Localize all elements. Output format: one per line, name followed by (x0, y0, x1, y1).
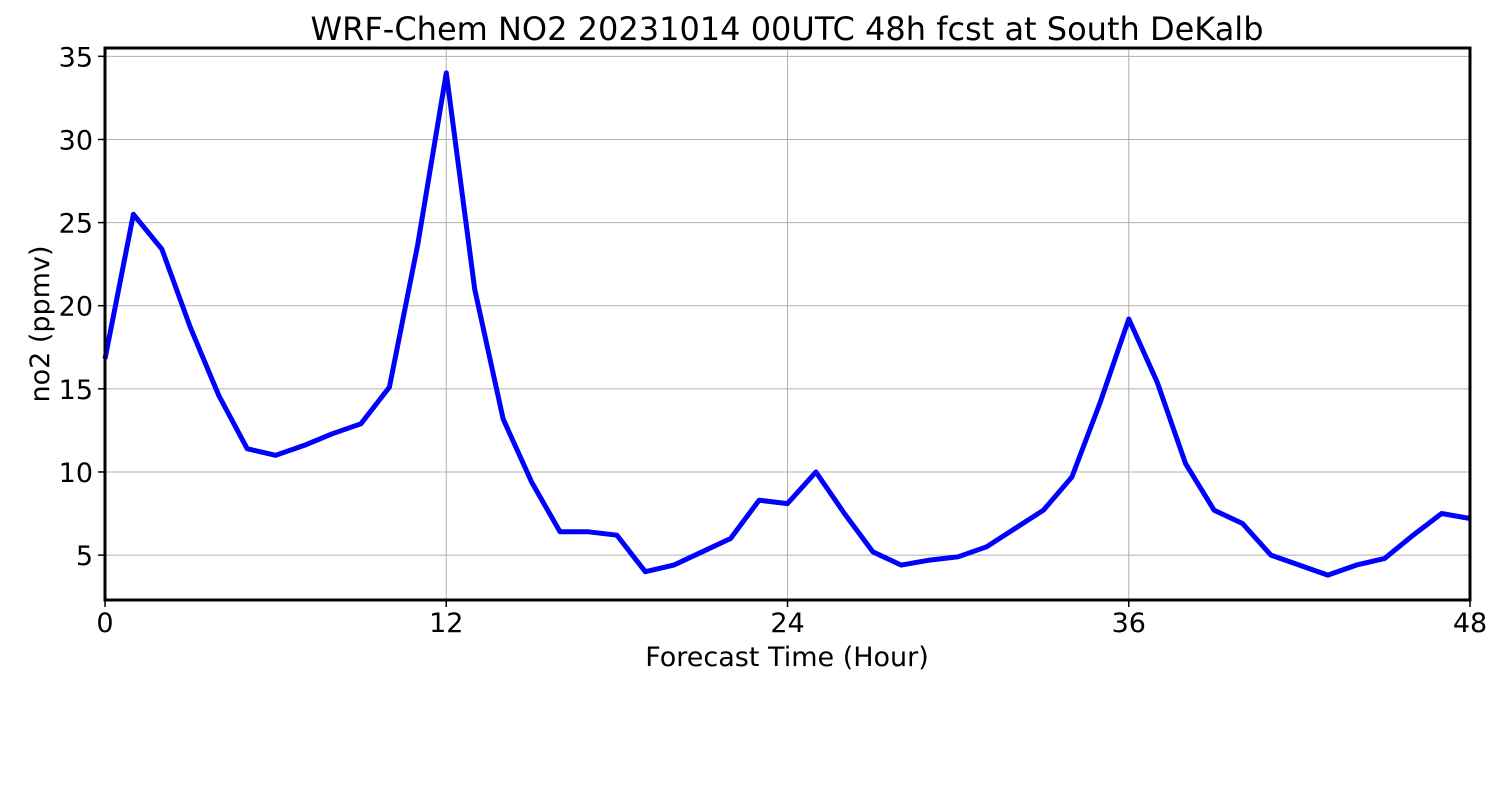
grid (104, 48, 1471, 600)
y-tick-label: 35 (59, 42, 93, 73)
x-tick-label: 48 (1453, 608, 1487, 639)
x-tick-label: 12 (429, 608, 463, 639)
y-tick-label: 15 (59, 375, 93, 406)
y-tick-label: 25 (59, 209, 93, 240)
y-tick-label: 5 (76, 541, 93, 572)
y-tick-label: 30 (59, 125, 93, 156)
chart-title: WRF-Chem NO2 20231014 00UTC 48h fcst at … (311, 10, 1264, 48)
x-tick-label: 36 (1112, 608, 1146, 639)
x-axis-label: Forecast Time (Hour) (645, 642, 929, 673)
series-layer (102, 70, 1471, 578)
y-tick-label: 10 (59, 458, 93, 489)
series-line-no2 (102, 70, 1471, 578)
y-axis: 5 10 15 20 25 30 35 (59, 42, 105, 572)
x-tick-label: 24 (770, 608, 804, 639)
x-tick-label: 0 (96, 608, 113, 639)
y-axis-label: no2 (ppmv) (25, 245, 56, 402)
x-axis: 0 12 24 36 48 (96, 600, 1487, 639)
y-tick-label: 20 (59, 292, 93, 323)
